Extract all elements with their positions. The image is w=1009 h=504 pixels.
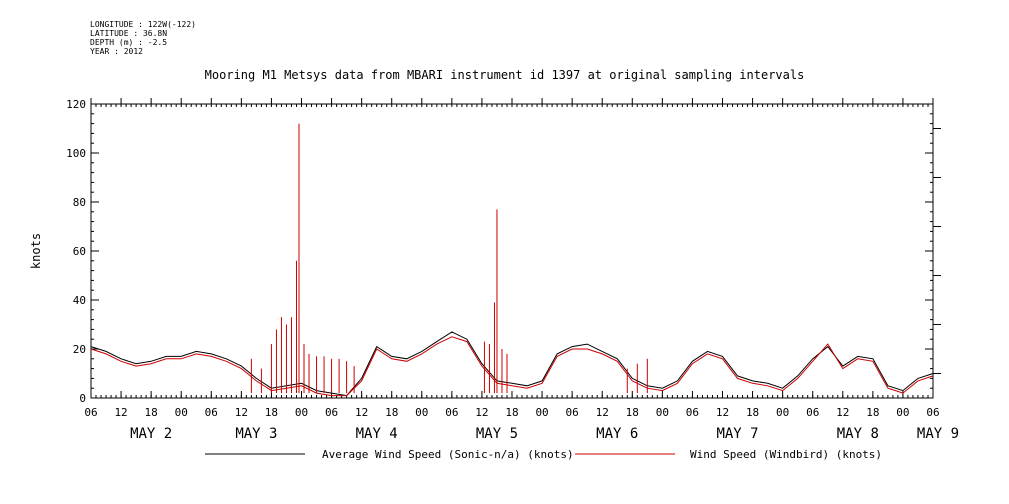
chart-marks <box>90 123 934 397</box>
x-tick-label: 00 <box>535 406 548 419</box>
y-axis-title: knots <box>29 233 43 269</box>
x-day-label: MAY 2 <box>130 426 172 442</box>
x-tick-label: 18 <box>505 406 518 419</box>
x-day-label: MAY 6 <box>596 426 638 442</box>
x-tick-label: 12 <box>596 406 609 419</box>
x-tick-label: 00 <box>175 406 188 419</box>
x-tick-label: 12 <box>475 406 488 419</box>
x-tick-label: 18 <box>265 406 278 419</box>
y-tick-label: 120 <box>66 98 86 111</box>
y-tick-label: 80 <box>73 196 86 209</box>
y-tick-label: 100 <box>66 147 86 160</box>
series-line-average-wind-speed <box>90 331 934 397</box>
y-tick-label: 40 <box>73 294 86 307</box>
x-tick-label: 18 <box>626 406 639 419</box>
chart-axes: 0 20 40 60 80 100 120 knots 06 12 18 00 06 12 18 00 06 12… <box>29 98 959 442</box>
x-tick-label: 00 <box>415 406 428 419</box>
x-tick-label: 12 <box>355 406 368 419</box>
x-tick-label: 18 <box>746 406 759 419</box>
x-tick-label: 06 <box>566 406 579 419</box>
x-day-label: MAY 5 <box>476 426 518 442</box>
legend-label-windbird: Wind Speed (Windbird) (knots) <box>690 448 882 461</box>
x-tick-label: 12 <box>114 406 127 419</box>
x-tick-label: 00 <box>295 406 308 419</box>
chart-legend: Average Wind Speed (Sonic-n/a) (knots) Wi… <box>205 448 882 461</box>
x-tick-label: 18 <box>385 406 398 419</box>
x-tick-label: 06 <box>445 406 458 419</box>
x-tick-label: 12 <box>235 406 248 419</box>
x-tick-label: 00 <box>896 406 909 419</box>
meta-latitude: LATITUDE : 36.8N <box>90 29 168 38</box>
x-day-label: MAY 8 <box>837 426 879 442</box>
meta-depth: DEPTH (m) : -2.5 <box>90 38 168 47</box>
x-day-label: MAY 4 <box>356 426 398 442</box>
x-tick-label: 06 <box>926 406 939 419</box>
x-day-label: MAY 7 <box>716 426 758 442</box>
x-tick-label: 12 <box>716 406 729 419</box>
x-tick-label: 06 <box>686 406 699 419</box>
x-tick-label: 06 <box>806 406 819 419</box>
x-tick-label: 00 <box>656 406 669 419</box>
x-tick-label: 06 <box>205 406 218 419</box>
metadata-block: LONGITUDE : 122W(-122) LATITUDE : 36.8N … <box>90 20 196 56</box>
y-tick-label: 20 <box>73 343 86 356</box>
series-line-windbird-wind-speed <box>90 336 934 397</box>
chart-title: Mooring M1 Metsys data from MBARI instru… <box>204 68 805 82</box>
x-tick-label: 18 <box>866 406 879 419</box>
x-day-label: MAY 9 <box>917 426 959 442</box>
x-day-label: MAY 3 <box>235 426 277 442</box>
y-tick-label: 60 <box>73 245 86 258</box>
meta-longitude: LONGITUDE : 122W(-122) <box>90 20 196 29</box>
x-tick-label: 06 <box>325 406 338 419</box>
x-tick-label: 18 <box>145 406 158 419</box>
x-tick-label: 06 <box>84 406 97 419</box>
y-tick-label: 0 <box>79 392 86 405</box>
x-tick-label: 00 <box>776 406 789 419</box>
x-tick-label: 12 <box>836 406 849 419</box>
meta-year: YEAR : 2012 <box>90 47 143 56</box>
plot-frame <box>90 103 934 399</box>
legend-label-average: Average Wind Speed (Sonic-n/a) (knots) <box>322 448 574 461</box>
